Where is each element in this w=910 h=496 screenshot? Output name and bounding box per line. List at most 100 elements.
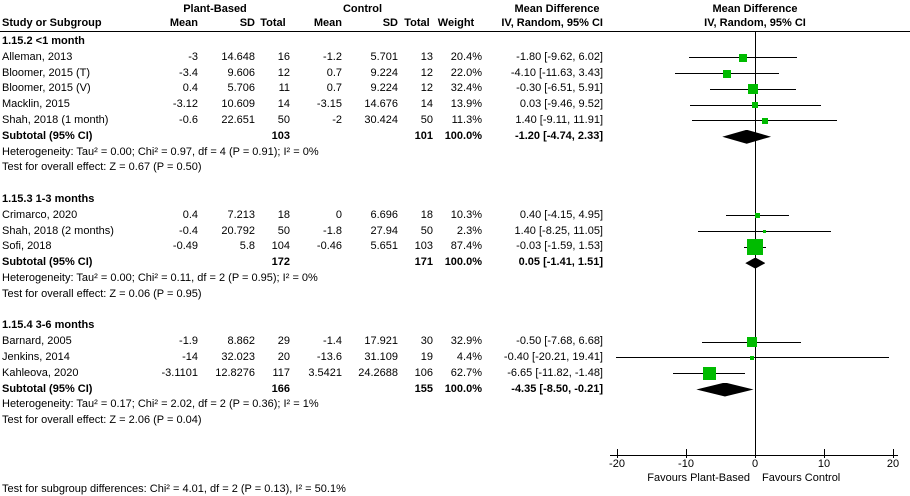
cell-ci: -0.30 [-6.51, 5.91] xyxy=(516,82,603,95)
cell-mean2: 0.7 xyxy=(326,82,342,95)
subtotal-diamond xyxy=(722,129,772,144)
subgroup-label: 1.15.3 1-3 months xyxy=(2,193,95,205)
cell-ci: -1.20 [-4.74, 2.33] xyxy=(514,129,603,142)
cell-mean1: -3.1101 xyxy=(161,366,199,379)
subtotal-diamond xyxy=(696,382,754,397)
cell-sd1: 10.609 xyxy=(221,98,255,111)
subtotal-row: Subtotal (95% CI) 172 171 100.0% 0.05 [-1.41… xyxy=(0,255,910,271)
cell-mean1: -3.12 xyxy=(172,98,198,111)
study-row: Crimarco, 2020 0.4 7.213 18 0 6.696 18 10.3% 0.4… xyxy=(0,208,910,224)
cell-sd1: 12.8276 xyxy=(215,366,255,379)
cell-sd2: 5.651 xyxy=(370,240,398,253)
col-header-total1: Total xyxy=(260,17,286,29)
cell-total1: 104 xyxy=(271,240,290,253)
cell-sd2: 6.696 xyxy=(370,208,398,221)
effect-square xyxy=(746,239,763,256)
col-header-mean1: Mean xyxy=(169,17,198,29)
cell-mean1: 0.4 xyxy=(182,82,198,95)
cell-ci: -0.50 [-7.68, 6.68] xyxy=(516,335,603,348)
cell-study: Barnard, 2005 xyxy=(2,335,72,348)
cell-sd2: 24.2688 xyxy=(358,366,398,379)
overall-effect-text: Test for overall effect: Z = 0.06 (P = 0… xyxy=(2,287,202,300)
axis-tick xyxy=(754,449,756,458)
cell-study: Bloomer, 2015 (T) xyxy=(2,66,91,79)
cell-ci: -4.10 [-11.63, 3.43] xyxy=(510,66,603,79)
axis-tick xyxy=(892,449,894,458)
axis-tick xyxy=(685,449,687,458)
stats-md-header: Mean Difference xyxy=(514,3,600,15)
cell-total1: 166 xyxy=(271,382,290,395)
cell-sd1: 22.651 xyxy=(221,114,255,126)
subtotal-row: Subtotal (95% CI) 103 101 100.0% -1.20 [-4.7… xyxy=(0,129,910,145)
cell-sd1: 7.213 xyxy=(227,208,255,221)
overall-effect-text: Test for overall effect: Z = 0.67 (P = 0… xyxy=(2,161,202,174)
cell-study: Shah, 2018 (1 month) xyxy=(2,114,109,126)
subgroup-header-row: 1.15.2 <1 month xyxy=(0,34,910,50)
study-row: Alleman, 2013 -3 14.648 16 -1.2 5.701 13 20.4% -… xyxy=(0,50,910,66)
cell-total2: 106 xyxy=(414,366,433,379)
cell-weight: 2.3% xyxy=(456,224,482,237)
cell-mean1: -1.9 xyxy=(179,335,198,348)
cell-mean2: 3.5421 xyxy=(308,366,342,379)
cell-mean2: -0.46 xyxy=(316,240,342,253)
group1-header: Plant-Based xyxy=(183,3,247,15)
axis-tick-label: 0 xyxy=(751,458,759,470)
overall-effect-row: Test for overall effect: Z = 0.67 (P = 0… xyxy=(0,160,910,176)
cell-total2: 50 xyxy=(420,114,433,126)
cell-ci: 1.40 [-9.11, 11.91] xyxy=(515,114,603,126)
axis-tick xyxy=(823,449,825,458)
cell-study: Sofi, 2018 xyxy=(2,240,52,253)
cell-total2: 101 xyxy=(414,129,433,142)
cell-mean1: -0.49 xyxy=(172,240,198,253)
plot-method-header: IV, Random, 95% CI xyxy=(704,17,806,29)
col-header-mean2: Mean xyxy=(313,17,342,29)
col-header-ci: IV, Random, 95% CI xyxy=(501,17,603,29)
cell-total1: 18 xyxy=(277,208,290,221)
study-row: Shah, 2018 (1 month) -0.6 22.651 50 -2 30.424… xyxy=(0,113,910,129)
heterogeneity-row: Heterogeneity: Tau² = 0.00; Chi² = 0.97,… xyxy=(0,145,910,161)
cell-total1: 29 xyxy=(277,335,290,348)
cell-total1: 20 xyxy=(277,351,290,363)
cell-ci: 0.05 [-1.41, 1.51] xyxy=(518,256,603,269)
heterogeneity-text: Heterogeneity: Tau² = 0.00; Chi² = 0.97,… xyxy=(2,145,319,158)
cell-total2: 19 xyxy=(420,351,433,363)
col-header-sd1: SD xyxy=(239,17,255,29)
cell-total1: 16 xyxy=(277,50,290,63)
study-row: Kahleova, 2020 -3.1101 12.8276 117 3.5421 24.… xyxy=(0,366,910,382)
subtotal-diamond xyxy=(745,257,766,269)
cell-study: Crimarco, 2020 xyxy=(2,208,78,221)
header-divider xyxy=(0,31,910,32)
cell-mean2: -1.8 xyxy=(323,224,342,237)
cell-sd2: 9.224 xyxy=(370,82,398,95)
cell-total2: 103 xyxy=(414,240,433,253)
cell-mean2: 0.7 xyxy=(326,66,342,79)
subgroup-header-row: 1.15.3 1-3 months xyxy=(0,192,910,208)
cell-total1: 50 xyxy=(277,114,290,126)
cell-weight: 22.0% xyxy=(450,66,482,79)
cell-mean1: 0.4 xyxy=(182,208,198,221)
col-header-study: Study or Subgroup xyxy=(2,17,102,29)
group2-header: Control xyxy=(342,3,383,15)
cell-total2: 50 xyxy=(420,224,433,237)
cell-total2: 12 xyxy=(420,82,433,95)
effect-square xyxy=(752,102,759,109)
cell-weight: 4.4% xyxy=(456,351,482,363)
cell-sd1: 9.606 xyxy=(227,66,255,79)
favours-right-label: Favours Control xyxy=(762,472,841,484)
cell-total2: 30 xyxy=(420,335,433,348)
cell-sd2: 27.94 xyxy=(370,224,398,237)
effect-square xyxy=(755,213,761,219)
cell-weight: 32.9% xyxy=(450,335,482,348)
axis-tick-label: 20 xyxy=(886,458,900,470)
axis-tick-label: -20 xyxy=(609,458,625,470)
study-row: Bloomer, 2015 (T) -3.4 9.606 12 0.7 9.224 12 22… xyxy=(0,66,910,82)
cell-mean2: -1.2 xyxy=(323,50,342,63)
effect-square xyxy=(746,337,757,348)
cell-sd1: 14.648 xyxy=(221,50,255,63)
study-row: Sofi, 2018 -0.49 5.8 104 -0.46 5.651 103 87.4% -… xyxy=(0,239,910,255)
cell-study: Kahleova, 2020 xyxy=(2,366,79,379)
heterogeneity-text: Heterogeneity: Tau² = 0.17; Chi² = 2.02,… xyxy=(2,398,319,411)
heterogeneity-text: Heterogeneity: Tau² = 0.00; Chi² = 0.11,… xyxy=(2,272,318,284)
effect-square xyxy=(761,117,768,124)
subtotal-row: Subtotal (95% CI) 166 155 100.0% -4.35 [-8.5… xyxy=(0,382,910,398)
